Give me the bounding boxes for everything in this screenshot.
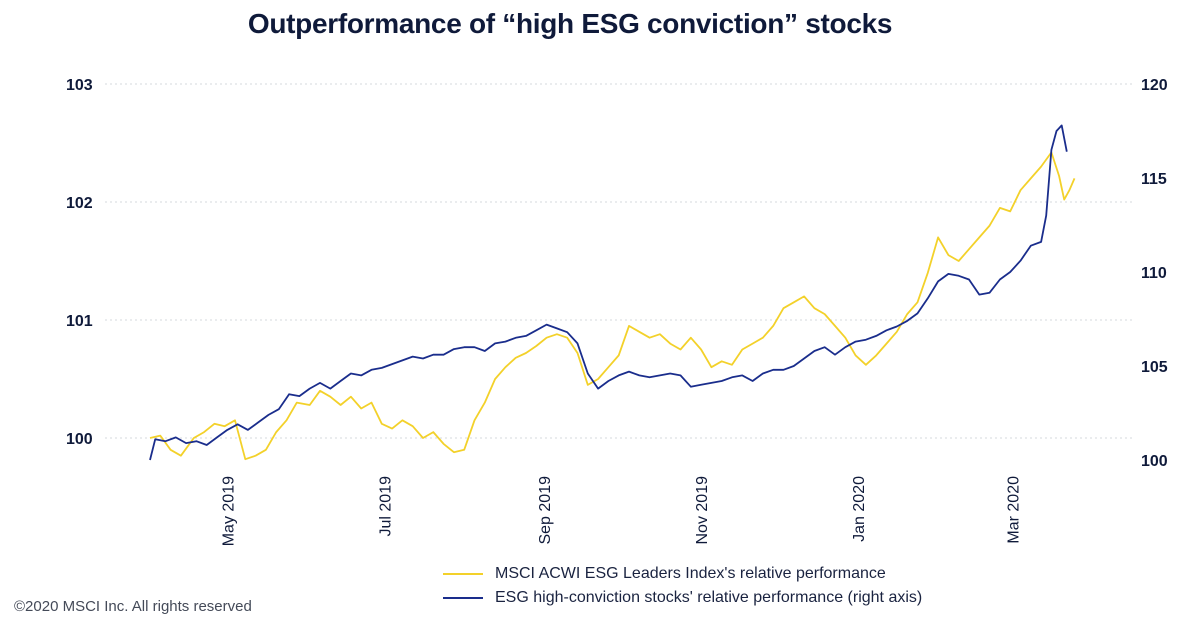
legend-label-esg-leaders: MSCI ACWI ESG Leaders Index's relative p… [495, 565, 886, 582]
legend-item-esg-leaders: MSCI ACWI ESG Leaders Index's relative p… [443, 562, 922, 586]
left-tick-label: 101 [66, 313, 93, 330]
right-tick-label: 100 [1141, 453, 1168, 470]
left-axis-ticks: 100 101 102 103 [66, 77, 93, 448]
x-tick-label: Jul 2019 [377, 476, 394, 537]
right-tick-label: 105 [1141, 359, 1168, 376]
right-axis-ticks: 100 105 110 115 120 [1141, 77, 1168, 470]
x-tick-label: Jan 2020 [851, 476, 868, 542]
right-tick-label: 115 [1141, 171, 1167, 188]
copyright-notice: ©2020 MSCI Inc. All rights reserved [14, 598, 252, 615]
left-tick-label: 100 [66, 431, 93, 448]
legend-swatch-navy [443, 597, 483, 599]
x-tick-label: May 2019 [220, 476, 237, 546]
x-tick-label: Sep 2019 [537, 476, 554, 545]
gridlines [105, 83, 1135, 439]
series-line-esg-leaders [149, 151, 1076, 461]
left-tick-label: 103 [66, 77, 93, 94]
chart-legend: MSCI ACWI ESG Leaders Index's relative p… [443, 562, 922, 610]
x-tick-label: Nov 2019 [694, 476, 711, 545]
series-lines [149, 124, 1076, 461]
legend-label-high-conviction: ESG high-conviction stocks' relative per… [495, 589, 923, 606]
left-tick-label: 102 [66, 195, 93, 212]
line-chart: 100 101 102 103 100 105 110 115 120 May 2019 Jul… [66, 77, 1168, 546]
series-line-high-conviction [149, 124, 1068, 461]
legend-swatch-yellow [443, 573, 483, 575]
right-tick-label: 110 [1141, 265, 1167, 282]
legend-item-high-conviction: ESG high-conviction stocks' relative per… [443, 586, 922, 610]
x-axis-ticks: May 2019 Jul 2019 Sep 2019 Nov 2019 Jan 2020… [220, 476, 1022, 546]
x-tick-label: Mar 2020 [1006, 476, 1023, 544]
chart-title: Outperformance of “high ESG conviction” … [247, 8, 893, 39]
right-tick-label: 120 [1141, 77, 1168, 94]
